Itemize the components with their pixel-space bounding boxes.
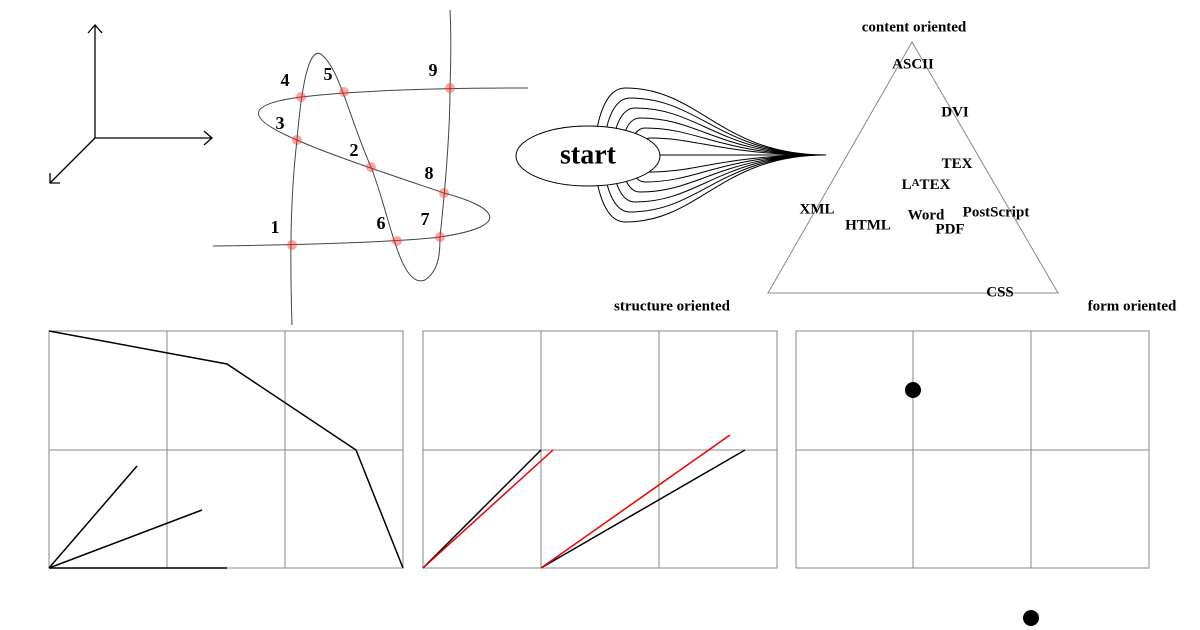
flower: start: [515, 87, 827, 223]
dot: [1023, 610, 1039, 626]
intersection-label: 5: [324, 64, 333, 84]
intersection-label: 9: [429, 60, 438, 80]
format-label: DVI: [941, 104, 969, 120]
axes-3d: [49, 24, 213, 184]
format-label: LATEX: [902, 177, 951, 194]
corner-label: structure oriented: [614, 298, 731, 314]
format-label: ASCII: [892, 56, 934, 72]
intersection-dot: [439, 188, 449, 198]
intersection-dot: [292, 135, 302, 145]
format-label: PostScript: [963, 204, 1030, 220]
format-label: HTML: [845, 217, 891, 233]
format-label: CSS: [986, 284, 1014, 300]
dot: [905, 382, 921, 398]
intersection-label: 3: [276, 113, 285, 133]
grid-panel: [48, 330, 404, 569]
intersection-label: 8: [425, 163, 434, 183]
intersection-label: 1: [271, 217, 280, 237]
format-label: Word: [908, 207, 945, 223]
intersection-dot: [445, 83, 455, 93]
intersection-dot: [366, 162, 376, 172]
grid-panel: [422, 330, 778, 569]
intersection-label: 7: [421, 209, 430, 229]
intersection-dot: [392, 236, 402, 246]
format-label: TEX: [942, 156, 973, 172]
intersection-curves: 1 2 3 4 5 6 7 8 9: [212, 9, 529, 326]
format-label: XML: [800, 201, 835, 217]
intersection-dot: [435, 232, 445, 242]
intersection-label: 2: [350, 140, 359, 160]
corner-label: form oriented: [1088, 298, 1177, 314]
start-label: start: [560, 139, 617, 170]
intersection-label: 4: [281, 70, 290, 90]
intersection-dot: [339, 87, 349, 97]
corner-label: content oriented: [862, 19, 967, 35]
format-label: PDF: [935, 221, 964, 237]
intersection-dot: [296, 92, 306, 102]
intersection-dot: [287, 240, 297, 250]
format-triangle: content oriented structure oriented form…: [614, 19, 1177, 314]
start-node: [515, 125, 661, 187]
grid-panel: [795, 330, 1150, 626]
intersection-label: 6: [377, 213, 386, 233]
